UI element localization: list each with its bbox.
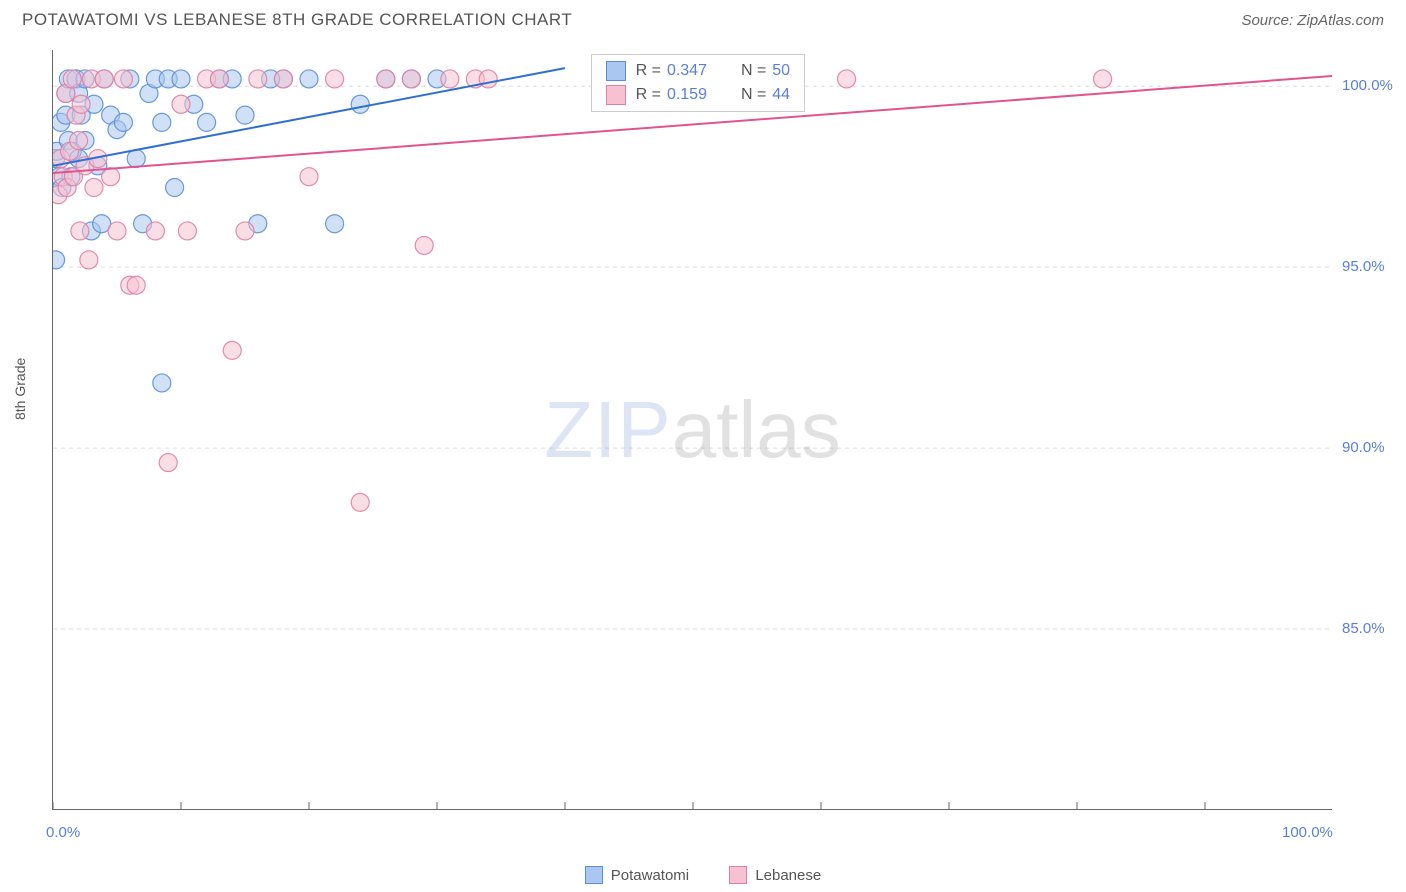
chart-plot-area: ZIPatlas R =0.347N =50R =0.159N =44 <box>52 50 1332 810</box>
y-tick-label: 90.0% <box>1342 439 1385 456</box>
stats-row: R = 0.159 N = 44 <box>592 83 804 107</box>
y-tick-label: 85.0% <box>1342 620 1385 637</box>
legend-bottom: Potawatomi Lebanese <box>0 866 1406 888</box>
swatch-icon <box>729 866 747 884</box>
x-tick-label: 0.0% <box>46 824 80 841</box>
scatter-plot-svg <box>53 50 1332 809</box>
stats-r-value: 0.347 <box>667 62 727 80</box>
swatch-icon <box>606 85 626 105</box>
swatch-icon <box>606 61 626 81</box>
chart-source: Source: ZipAtlas.com <box>1241 12 1384 29</box>
stats-r-label: R = <box>636 62 661 80</box>
y-axis-label: 8th Grade <box>12 358 28 420</box>
y-tick-label: 95.0% <box>1342 258 1385 275</box>
legend-label: Potawatomi <box>611 867 689 884</box>
stats-n-value: 44 <box>772 86 790 104</box>
stats-legend-box: R = 0.347 N = 50 R = 0.159 N = 44 <box>591 54 805 112</box>
chart-header: POTAWATOMI VS LEBANESE 8TH GRADE CORRELA… <box>0 0 1406 38</box>
stats-n-label: N = <box>741 86 766 104</box>
chart-title: POTAWATOMI VS LEBANESE 8TH GRADE CORRELA… <box>22 10 572 30</box>
stats-r-label: R = <box>636 86 661 104</box>
legend-label: Lebanese <box>755 867 821 884</box>
legend-item-lebanese: Lebanese <box>729 866 821 884</box>
stats-row: R = 0.347 N = 50 <box>592 59 804 83</box>
stats-r-value: 0.159 <box>667 86 727 104</box>
x-tick-label: 100.0% <box>1282 824 1333 841</box>
swatch-icon <box>585 866 603 884</box>
legend-item-potawatomi: Potawatomi <box>585 866 689 884</box>
stats-n-value: 50 <box>772 62 790 80</box>
stats-n-label: N = <box>741 62 766 80</box>
y-tick-label: 100.0% <box>1342 77 1393 94</box>
